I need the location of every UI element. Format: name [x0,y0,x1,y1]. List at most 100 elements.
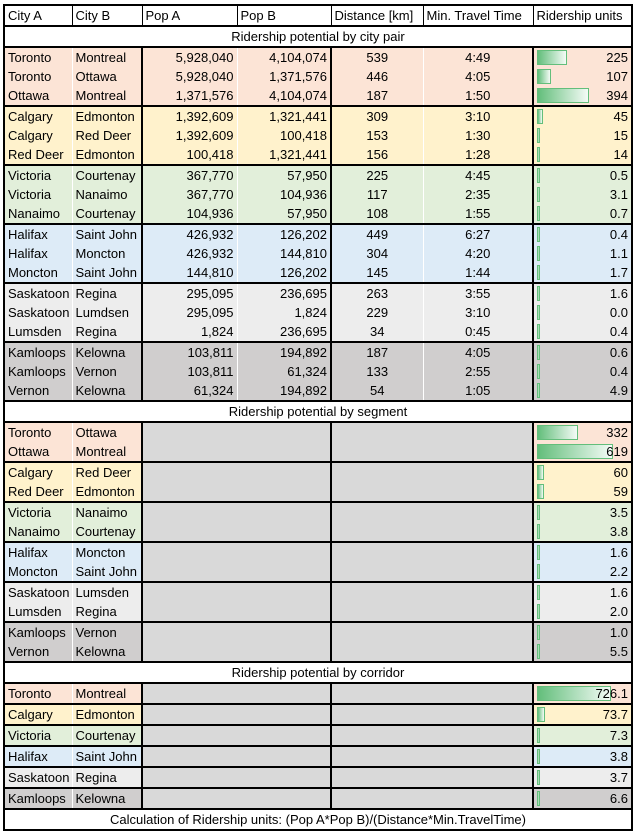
pop-b-cell[interactable]: 126,202 [237,223,331,244]
city-a-cell[interactable]: Moncton [8,265,58,280]
pop-b-cell[interactable]: 194,892 [237,341,331,362]
ridership-cell[interactable]: 0.4 [532,223,632,244]
ridership-cell[interactable]: 394 [532,86,632,106]
ridership-cell[interactable]: 0.4 [532,362,632,381]
pop-b-cell[interactable]: 1,824 [294,305,327,320]
travel-time-cell[interactable]: 1:55 [465,206,491,221]
city-a-cell[interactable]: Toronto [4,682,72,704]
pop-b-cell[interactable]: 126,202 [280,265,327,280]
distance-cell[interactable]: 229 [330,303,423,322]
ridership-cell[interactable]: 3.8 [532,522,632,542]
ridership-cell[interactable]: 1.1 [532,244,632,263]
travel-time-cell[interactable]: 0:45 [465,324,491,339]
pop-a-cell[interactable]: 1,392,609 [141,105,237,126]
city-b-cell[interactable]: Courtenay [75,206,136,221]
city-a-cell[interactable]: Calgary [4,703,72,725]
city-b-cell[interactable]: Saint John [75,564,137,579]
city-b-cell[interactable]: Edmonton [75,484,135,499]
city-b-cell[interactable]: Red Deer [75,128,132,143]
ridership-cell[interactable]: 15 [532,126,632,145]
distance-cell[interactable]: 187 [330,86,423,106]
ridership-cell[interactable]: 225 [532,46,632,67]
empty-pop-cell[interactable] [141,787,331,809]
empty-pop-cell[interactable] [141,682,331,704]
ridership-cell[interactable]: 3.8 [532,745,632,767]
city-a-cell[interactable]: Victoria [4,164,72,185]
pop-a-cell[interactable]: 61,324 [141,381,237,401]
city-b-cell[interactable]: Nanaimo [75,187,128,202]
ridership-cell[interactable]: 0.7 [532,204,632,224]
ridership-cell[interactable]: 1.6 [532,581,632,602]
ridership-cell[interactable]: 1.6 [532,282,632,303]
distance-cell[interactable]: 108 [330,204,423,224]
pop-b-cell[interactable]: 61,324 [287,364,327,379]
city-b-cell[interactable]: Moncton [72,541,142,562]
city-a-cell[interactable]: Victoria [8,187,52,202]
pop-b-cell[interactable]: 1,371,576 [269,69,327,84]
travel-time-cell[interactable]: 1:30 [465,128,491,143]
header-ridership[interactable]: Ridership units [532,4,633,27]
city-a-cell[interactable]: Toronto [4,46,72,67]
pop-b-cell[interactable]: 57,950 [237,164,331,185]
city-a-cell[interactable]: Calgary [8,128,53,143]
city-b-cell[interactable]: Vernon [75,364,117,379]
city-a-cell[interactable]: Kamloops [4,787,72,809]
pop-b-cell[interactable]: 144,810 [280,246,327,261]
city-a-cell[interactable]: Victoria [4,724,72,746]
city-b-cell[interactable]: Vernon [72,621,142,642]
empty-distance-cell[interactable] [330,581,533,622]
empty-distance-cell[interactable] [330,461,533,502]
pop-b-cell[interactable]: 1,321,441 [237,105,331,126]
pop-a-cell[interactable]: 104,936 [141,204,237,224]
pop-b-cell[interactable]: 104,936 [280,187,327,202]
city-b-cell[interactable]: Montreal [75,88,127,103]
ridership-cell[interactable]: 1.7 [532,263,632,283]
ridership-cell[interactable]: 6.6 [532,787,632,809]
pop-a-cell[interactable]: 367,770 [141,164,237,185]
header-city-a[interactable]: City A [3,4,73,27]
travel-time-cell[interactable]: 1:05 [465,383,491,398]
ridership-cell[interactable]: 0.6 [532,341,632,362]
city-a-cell[interactable]: Moncton [8,564,58,579]
ridership-cell[interactable]: 3.7 [532,766,632,788]
ridership-cell[interactable]: 0.4 [532,322,632,342]
travel-time-cell[interactable]: 3:10 [423,105,533,126]
city-b-cell[interactable]: Edmonton [72,703,142,725]
ridership-cell[interactable]: 2.2 [532,562,632,582]
city-b-cell[interactable]: Regina [75,324,117,339]
empty-pop-cell[interactable] [141,724,331,746]
empty-pop-cell[interactable] [141,461,331,502]
travel-time-cell[interactable]: 1:50 [465,88,491,103]
ridership-cell[interactable]: 1.6 [532,541,632,562]
city-b-cell[interactable]: Red Deer [72,461,142,482]
pop-a-cell[interactable]: 426,932 [141,223,237,244]
pop-a-cell[interactable]: 5,928,040 [141,67,237,86]
pop-b-cell[interactable]: 100,418 [280,128,327,143]
header-pop-a[interactable]: Pop A [141,4,238,27]
distance-cell[interactable]: 54 [330,381,423,401]
ridership-cell[interactable]: 59 [532,482,632,502]
ridership-cell[interactable]: 1.0 [532,621,632,642]
city-a-cell[interactable]: Calgary [4,461,72,482]
city-b-cell[interactable]: Courtenay [72,724,142,746]
distance-cell[interactable]: 133 [330,362,423,381]
city-a-cell[interactable]: Halifax [4,223,72,244]
ridership-cell[interactable]: 3.5 [532,501,632,522]
travel-time-cell[interactable]: 3:55 [423,282,533,303]
city-a-cell[interactable]: Saskatoon [8,305,70,320]
empty-pop-cell[interactable] [141,541,331,582]
empty-distance-cell[interactable] [330,541,533,582]
distance-cell[interactable]: 117 [330,185,423,204]
travel-time-cell[interactable]: 4:05 [423,341,533,362]
pop-a-cell[interactable]: 103,811 [141,341,237,362]
empty-pop-cell[interactable] [141,745,331,767]
city-a-cell[interactable]: Ottawa [8,444,50,459]
pop-b-cell[interactable]: 236,695 [237,282,331,303]
city-b-cell[interactable]: Lumsden [72,581,142,602]
ridership-cell[interactable]: 3.1 [532,185,632,204]
city-a-cell[interactable]: Saskatoon [4,282,72,303]
pop-a-cell[interactable]: 103,811 [141,362,237,381]
pop-a-cell[interactable]: 100,418 [141,145,237,165]
header-pop-b[interactable]: Pop B [236,4,332,27]
city-a-cell[interactable]: Lumsden [8,604,62,619]
